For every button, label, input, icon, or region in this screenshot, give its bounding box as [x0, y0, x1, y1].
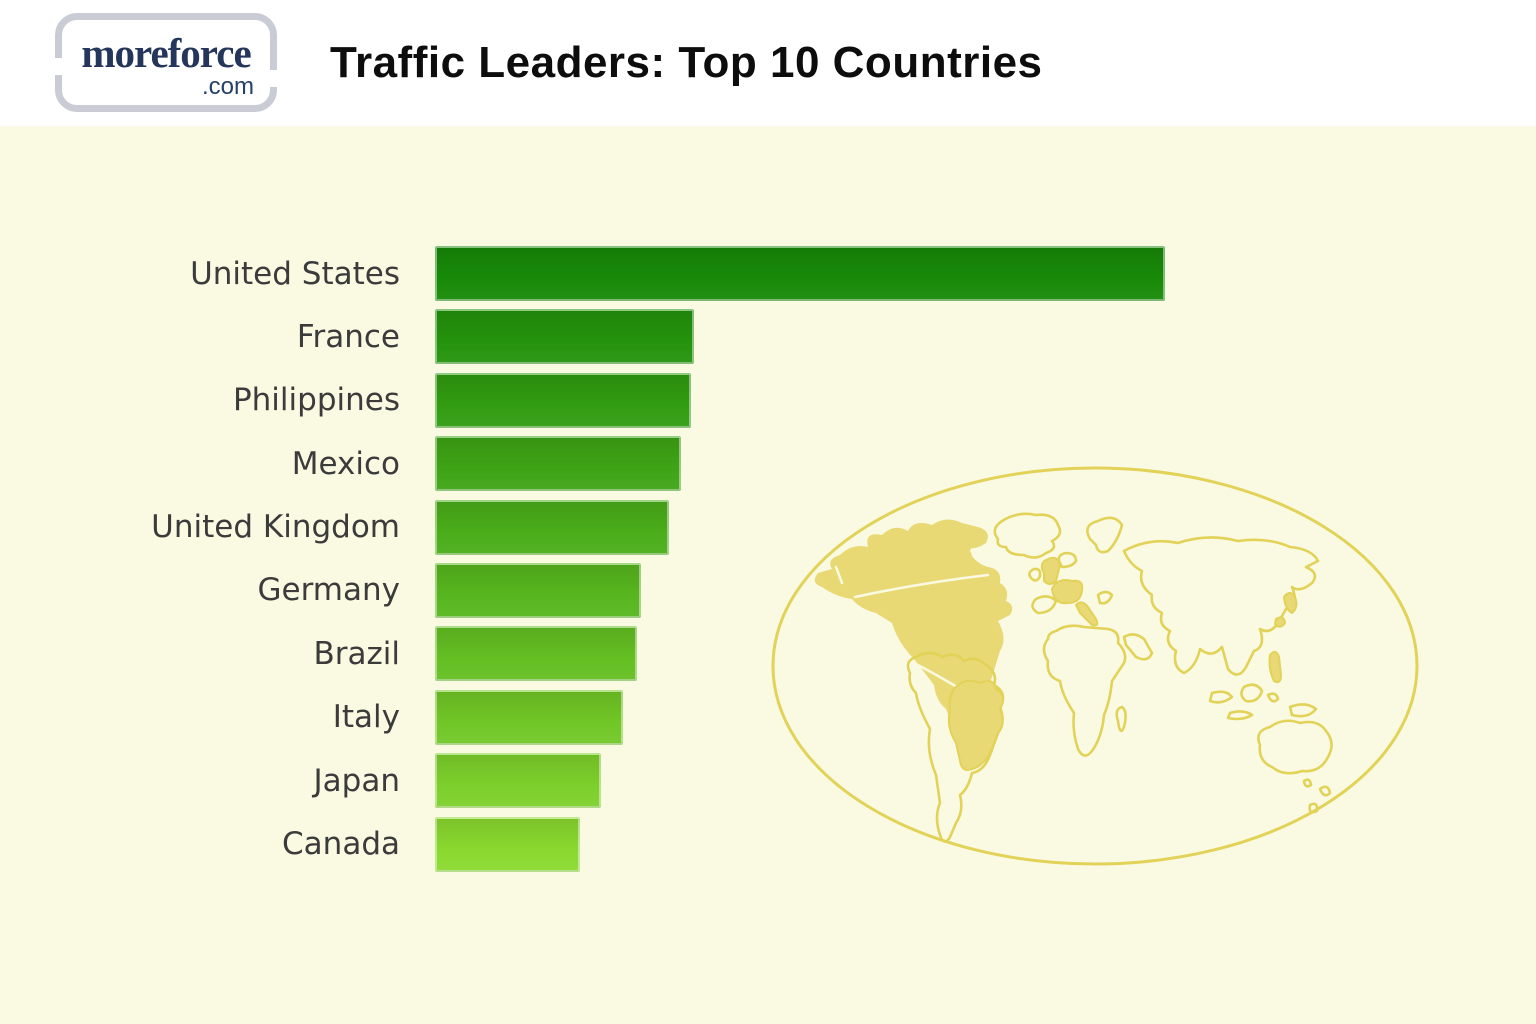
map-new-zealand-south: [1308, 802, 1319, 814]
map-japan-south: [1274, 616, 1286, 628]
bar-label-united-kingdom: United Kingdom: [151, 509, 400, 546]
map-new-guinea: [1288, 703, 1318, 718]
bar-label-united-states: United States: [190, 255, 400, 292]
bar-label-canada: Canada: [282, 826, 400, 863]
bar-germany: [435, 562, 641, 618]
map-north-america: [814, 519, 1013, 729]
map-balkans: [1096, 590, 1114, 605]
bar-row-japan: Japan: [0, 753, 1165, 809]
bar-label-japan: Japan: [313, 762, 400, 799]
bar-united-kingdom: [435, 499, 670, 555]
bar-row-france: France: [0, 309, 1165, 365]
bar-row-united-states: United States: [0, 246, 1165, 301]
bar-row-mexico: Mexico: [0, 436, 1165, 492]
map-united-kingdom: [1040, 556, 1061, 585]
map-tasmania: [1302, 778, 1313, 788]
map-asia: [1122, 536, 1320, 676]
bar-row-philippines: Philippines: [0, 372, 1165, 428]
moreforce-logo: moreforce .com: [54, 13, 278, 112]
logo-tld-text: .com: [201, 72, 254, 100]
bar-japan: [435, 753, 601, 809]
logo-border-gap-left: [54, 58, 63, 75]
bar-row-brazil: Brazil: [0, 626, 1165, 682]
map-italy: [1075, 601, 1099, 627]
map-border-us-canada: [853, 573, 990, 599]
map-java: [1226, 710, 1254, 721]
bar-row-germany: Germany: [0, 562, 1165, 618]
map-borneo: [1240, 683, 1264, 703]
bar-label-mexico: Mexico: [291, 445, 400, 482]
bar-row-italy: Italy: [0, 689, 1165, 745]
bar-chart: United States France Philippines Mexico Unit…: [0, 246, 1165, 872]
world-map-illustration: [771, 466, 1419, 866]
map-greenland: [993, 512, 1062, 559]
map-new-zealand-north: [1318, 785, 1332, 797]
bar-row-united-kingdom: United Kingdom: [0, 499, 1165, 555]
map-sumatra: [1208, 690, 1234, 704]
map-australia: [1257, 719, 1333, 775]
map-ireland: [1028, 567, 1042, 582]
bar-label-france: France: [296, 318, 400, 355]
bar-mexico: [435, 436, 681, 492]
bar-label-brazil: Brazil: [313, 635, 400, 672]
logo-border-gap-right: [269, 70, 278, 87]
bar-italy: [435, 689, 624, 745]
page-title: Traffic Leaders: Top 10 Countries: [330, 38, 1043, 87]
map-sulawesi: [1266, 692, 1280, 703]
bar-label-germany: Germany: [257, 572, 400, 609]
map-iceland: [1057, 551, 1078, 569]
bar-brazil: [435, 626, 638, 682]
bar-france: [435, 309, 695, 365]
map-brazil: [947, 679, 1005, 771]
logo-brand-text: moreforce: [81, 29, 251, 76]
map-iberia: [1031, 595, 1058, 615]
map-border-alaska: [834, 565, 844, 585]
header: moreforce .com Traffic Leaders: Top 10 C…: [0, 0, 1536, 126]
bar-canada: [435, 816, 581, 872]
bar-row-canada: Canada: [0, 816, 1165, 872]
map-oval-frame: [771, 466, 1419, 866]
map-south-america: [906, 651, 1005, 843]
map-africa: [1042, 624, 1127, 757]
map-philippines: [1268, 651, 1282, 684]
bar-label-italy: Italy: [332, 699, 400, 736]
map-scandinavia: [1086, 516, 1124, 554]
bar-philippines: [435, 372, 692, 428]
bar-label-philippines: Philippines: [232, 382, 400, 419]
map-arabia: [1122, 633, 1154, 661]
map-france-germany: [1051, 579, 1084, 605]
bar-united-states: [435, 246, 1165, 301]
map-baffin-island: [939, 529, 973, 569]
map-madagascar: [1115, 705, 1127, 733]
map-japan: [1283, 592, 1298, 614]
